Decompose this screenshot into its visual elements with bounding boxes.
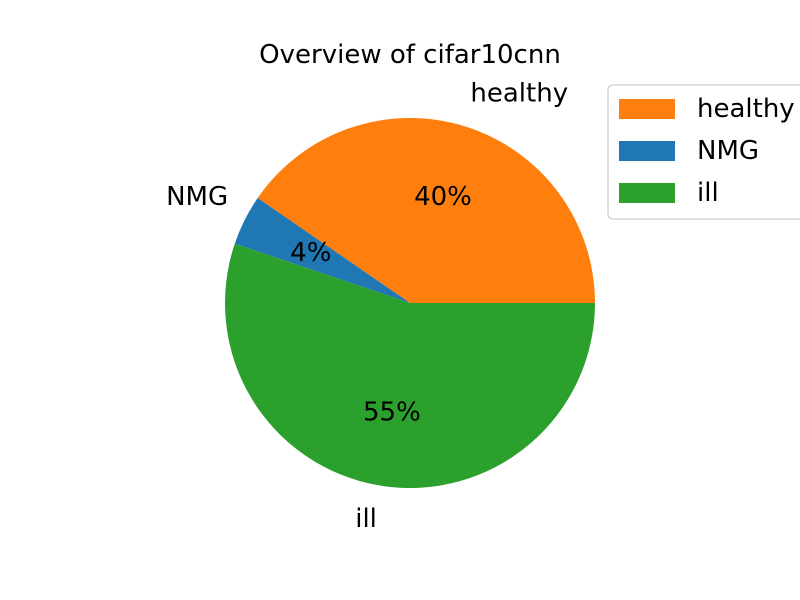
pie-slice-healthy <box>257 118 595 303</box>
legend-swatch-nmg <box>619 141 675 161</box>
pct-label-healthy: 40% <box>414 182 472 212</box>
pct-label-ill: 55% <box>363 398 421 428</box>
legend-swatch-healthy <box>619 99 675 119</box>
legend-label-ill: ill <box>697 178 719 208</box>
slice-label-nmg: NMG <box>166 182 228 212</box>
legend-label-healthy: healthy <box>697 94 795 124</box>
legend: healthy NMG ill <box>607 84 800 220</box>
legend-swatch-ill <box>619 183 675 203</box>
pct-label-nmg: 4% <box>290 238 331 268</box>
chart-title: Overview of cifar10cnn <box>259 40 561 70</box>
pie-slices <box>225 118 595 489</box>
slice-label-ill: ill <box>355 504 377 534</box>
pie-slice-nmg <box>234 198 410 303</box>
legend-label-nmg: NMG <box>697 136 759 166</box>
pie-labels: 40% healthy 4% NMG 55% ill <box>166 79 568 534</box>
pie-slice-ill <box>225 243 595 489</box>
slice-label-healthy: healthy <box>470 79 568 109</box>
